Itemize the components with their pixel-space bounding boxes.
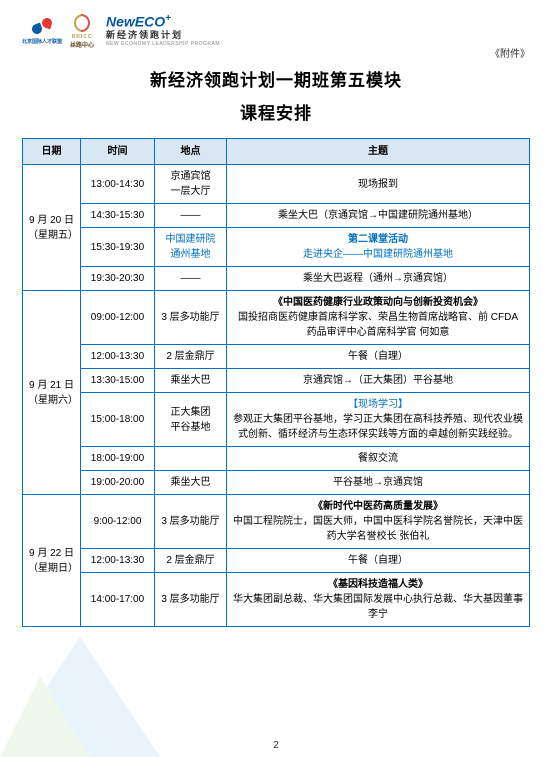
table-row: 19:00-20:00乘坐大巴平谷基地→京通宾馆 — [23, 471, 530, 495]
location-cell: 中国建研院通州基地 — [155, 228, 227, 267]
date-cell: 9 月 20 日（星期五） — [23, 165, 81, 291]
table-row: 12:00-13:302 层金鼎厅午餐（自理） — [23, 549, 530, 573]
topic-cell: 午餐（自理） — [227, 345, 530, 369]
title-line-2: 课程安排 — [22, 99, 530, 124]
table-row: 13:30-15:00乘坐大巴京通宾馆→（正大集团）平谷基地 — [23, 369, 530, 393]
location-cell: 京通宾馆一层大厅 — [155, 165, 227, 204]
time-cell: 12:00-13:30 — [81, 345, 155, 369]
topic-cell: 《新时代中医药高质量发展》中国工程院院士，国医大师，中国中医科学院名誉院长，天津… — [227, 495, 530, 549]
topic-cell: 第二课堂活动走进央企——中国建研院通州基地 — [227, 228, 530, 267]
table-row: 9 月 22 日（星期日）9:00-12:003 层多功能厅《新时代中医药高质量… — [23, 495, 530, 549]
logo-neweco: NewECO+ 新经济领跑计划 NEW ECONOMY LEADERSHIP P… — [106, 14, 220, 48]
logo-1-icon — [30, 16, 54, 38]
time-cell: 19:30-20:30 — [81, 267, 155, 291]
topic-cell: 餐叙交流 — [227, 447, 530, 471]
time-cell: 15:30-19:30 — [81, 228, 155, 267]
col-date: 日期 — [23, 139, 81, 165]
date-cell: 9 月 22 日（星期日） — [23, 495, 81, 627]
logo-3-brand: NewECO+ — [106, 14, 171, 29]
location-cell: 3 层多功能厅 — [155, 495, 227, 549]
title-block: 新经济领跑计划一期班第五模块 课程安排 — [22, 66, 530, 124]
table-header-row: 日期 时间 地点 主题 — [23, 139, 530, 165]
col-topic: 主题 — [227, 139, 530, 165]
col-location: 地点 — [155, 139, 227, 165]
topic-cell: 现场报到 — [227, 165, 530, 204]
location-cell: 正大集团平谷基地 — [155, 393, 227, 447]
time-cell: 14:30-15:30 — [81, 204, 155, 228]
table-row: 9 月 21 日（星期六）09:00-12:003 层多功能厅《中国医药健康行业… — [23, 291, 530, 345]
logo-2-icon — [71, 12, 93, 34]
col-time: 时间 — [81, 139, 155, 165]
table-row: 15:30-19:30中国建研院通州基地第二课堂活动走进央企——中国建研院通州基… — [23, 228, 530, 267]
topic-cell: 平谷基地→京通宾馆 — [227, 471, 530, 495]
logo-2-bottom: 丝路中心 — [70, 40, 94, 49]
topic-cell: 午餐（自理） — [227, 549, 530, 573]
time-cell: 13:30-15:00 — [81, 369, 155, 393]
topic-cell: 京通宾馆→（正大集团）平谷基地 — [227, 369, 530, 393]
location-cell: 乘坐大巴 — [155, 471, 227, 495]
page-number: 2 — [0, 740, 552, 751]
table-row: 14:00-17:003 层多功能厅《基因科技造福人类》华大集团副总裁、华大集团… — [23, 573, 530, 627]
title-line-1: 新经济领跑计划一期班第五模块 — [22, 66, 530, 91]
time-cell: 19:00-20:00 — [81, 471, 155, 495]
location-cell — [155, 447, 227, 471]
table-row: 18:00-19:00 餐叙交流 — [23, 447, 530, 471]
location-cell: 乘坐大巴 — [155, 369, 227, 393]
topic-cell: 【现场学习】参观正大集团平谷基地，学习正大集团在高科技养殖、现代农业模式创新、循… — [227, 393, 530, 447]
topic-cell: 乘坐大巴返程（通州→京通宾馆） — [227, 267, 530, 291]
time-cell: 9:00-12:00 — [81, 495, 155, 549]
logo-3-sub: 新经济领跑计划 — [106, 28, 183, 41]
location-cell: 2 层金鼎厅 — [155, 549, 227, 573]
time-cell: 09:00-12:00 — [81, 291, 155, 345]
logo-3-sub2: NEW ECONOMY LEADERSHIP PROGRAM — [106, 41, 220, 47]
time-cell: 15:00-18:00 — [81, 393, 155, 447]
logo-1-text: 北京国际人才联盟 — [22, 38, 62, 45]
location-cell: —— — [155, 204, 227, 228]
location-cell: 3 层多功能厅 — [155, 573, 227, 627]
location-cell: 3 层多功能厅 — [155, 291, 227, 345]
time-cell: 14:00-17:00 — [81, 573, 155, 627]
time-cell: 18:00-19:00 — [81, 447, 155, 471]
logo-bricc: BRICC 丝路中心 — [70, 12, 94, 49]
table-row: 12:00-13:302 层金鼎厅午餐（自理） — [23, 345, 530, 369]
table-row: 15:00-18:00正大集团平谷基地【现场学习】参观正大集团平谷基地，学习正大… — [23, 393, 530, 447]
location-cell: 2 层金鼎厅 — [155, 345, 227, 369]
header-logos: 北京国际人才联盟 BRICC 丝路中心 NewECO+ 新经济领跑计划 NEW … — [22, 12, 530, 49]
schedule-table: 日期 时间 地点 主题 9 月 20 日（星期五）13:00-14:30京通宾馆… — [22, 138, 530, 627]
logo-talent-alliance: 北京国际人才联盟 — [22, 16, 62, 45]
topic-cell: 乘坐大巴（京通宾馆→中国建研院通州基地） — [227, 204, 530, 228]
table-row: 19:30-20:30——乘坐大巴返程（通州→京通宾馆） — [23, 267, 530, 291]
topic-cell: 《基因科技造福人类》华大集团副总裁、华大集团国际发展中心执行总裁、华大基因董事 … — [227, 573, 530, 627]
time-cell: 12:00-13:30 — [81, 549, 155, 573]
table-row: 14:30-15:30——乘坐大巴（京通宾馆→中国建研院通州基地） — [23, 204, 530, 228]
location-cell: —— — [155, 267, 227, 291]
attachment-label: 《附件》 — [22, 45, 530, 60]
topic-cell: 《中国医药健康行业政策动向与创新投资机会》国投招商医药健康首席科学家、荣昌生物首… — [227, 291, 530, 345]
time-cell: 13:00-14:30 — [81, 165, 155, 204]
table-row: 9 月 20 日（星期五）13:00-14:30京通宾馆一层大厅现场报到 — [23, 165, 530, 204]
date-cell: 9 月 21 日（星期六） — [23, 291, 81, 495]
